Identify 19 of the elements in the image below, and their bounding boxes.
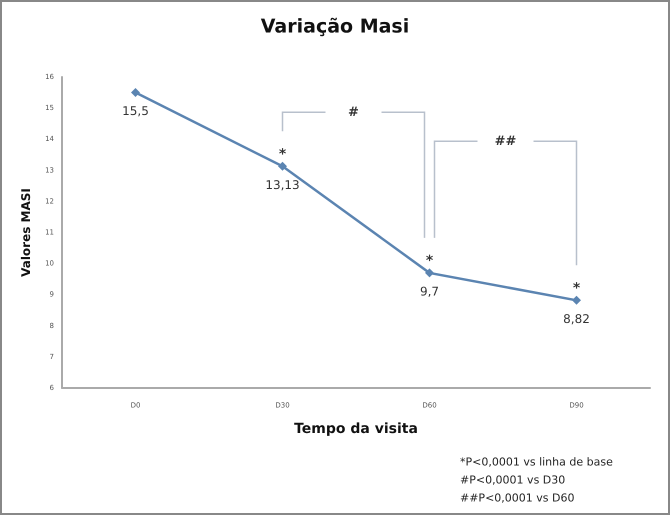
point (572, 296, 581, 305)
y-axis-title: Valores MASI (19, 188, 33, 277)
point (425, 268, 434, 278)
data-label: 9,7 (420, 284, 440, 298)
point (278, 162, 287, 171)
annotation: * (426, 252, 434, 269)
point (131, 88, 140, 98)
data-label: 13,13 (265, 178, 300, 192)
text: #P<0,0001 vs D30 (460, 474, 566, 486)
annotation: # (348, 104, 360, 120)
annotation: ## (494, 134, 516, 149)
text: *P<0,0001 vs linha de base (460, 456, 614, 468)
x-axis-title: Tempo da visita (294, 421, 418, 437)
data-label: 15,5 (122, 104, 149, 118)
annotation: * (278, 146, 287, 162)
annotation: * (572, 280, 581, 296)
data-label: 8,82 (563, 312, 590, 326)
text: ##P<0,0001 vs D60 (460, 492, 574, 504)
chart-title: Variação Masi (260, 16, 410, 38)
